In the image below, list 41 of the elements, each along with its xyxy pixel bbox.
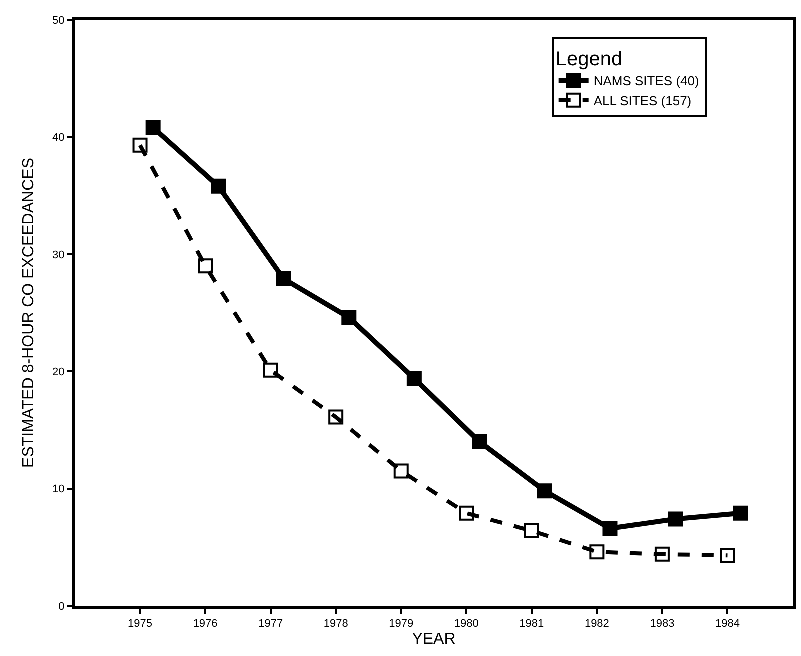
point bbox=[459, 506, 474, 521]
point bbox=[537, 484, 552, 499]
point bbox=[198, 258, 214, 274]
y-tick-label: 20 bbox=[52, 366, 65, 378]
y-tick-label: 30 bbox=[52, 249, 65, 262]
x-tick-label: 1976 bbox=[193, 618, 218, 630]
point bbox=[132, 138, 148, 153]
point bbox=[406, 371, 422, 386]
x-tick-label: 1984 bbox=[715, 618, 740, 630]
point bbox=[720, 548, 736, 564]
x-tick-label: 1983 bbox=[650, 618, 675, 630]
point bbox=[342, 310, 357, 326]
x-tick-label: 1979 bbox=[389, 618, 414, 630]
point bbox=[328, 410, 344, 425]
point bbox=[524, 523, 540, 538]
x-axis-title: YEAR bbox=[412, 630, 456, 648]
y-axis-title: ESTIMATED 8-HOUR CO EXCEEDANCES bbox=[20, 158, 38, 468]
point bbox=[211, 178, 226, 194]
point bbox=[590, 544, 605, 560]
point bbox=[668, 512, 684, 527]
point bbox=[263, 362, 278, 378]
point bbox=[394, 464, 409, 479]
x-tick-label: 1980 bbox=[454, 618, 479, 630]
legend-label: ALL SITES (157) bbox=[594, 94, 692, 108]
x-tick-label: 1978 bbox=[324, 618, 348, 630]
point bbox=[733, 506, 748, 521]
point bbox=[472, 434, 488, 450]
y-tick-label: 0 bbox=[58, 600, 65, 613]
y-tick-label: 50 bbox=[52, 14, 65, 27]
y-tick-label: 10 bbox=[52, 484, 65, 496]
point bbox=[654, 546, 670, 562]
legend-title: Legend bbox=[556, 48, 623, 71]
x-tick-label: 1975 bbox=[128, 618, 153, 630]
x-tick-label: 1982 bbox=[584, 618, 610, 630]
legend-label: NAMS SITES (40) bbox=[594, 74, 700, 89]
x-tick-label: 1977 bbox=[258, 618, 284, 630]
point bbox=[276, 272, 292, 287]
x-tick-label: 1981 bbox=[520, 618, 544, 630]
point bbox=[146, 120, 161, 136]
y-tick-label: 40 bbox=[52, 132, 65, 144]
point bbox=[602, 521, 618, 536]
